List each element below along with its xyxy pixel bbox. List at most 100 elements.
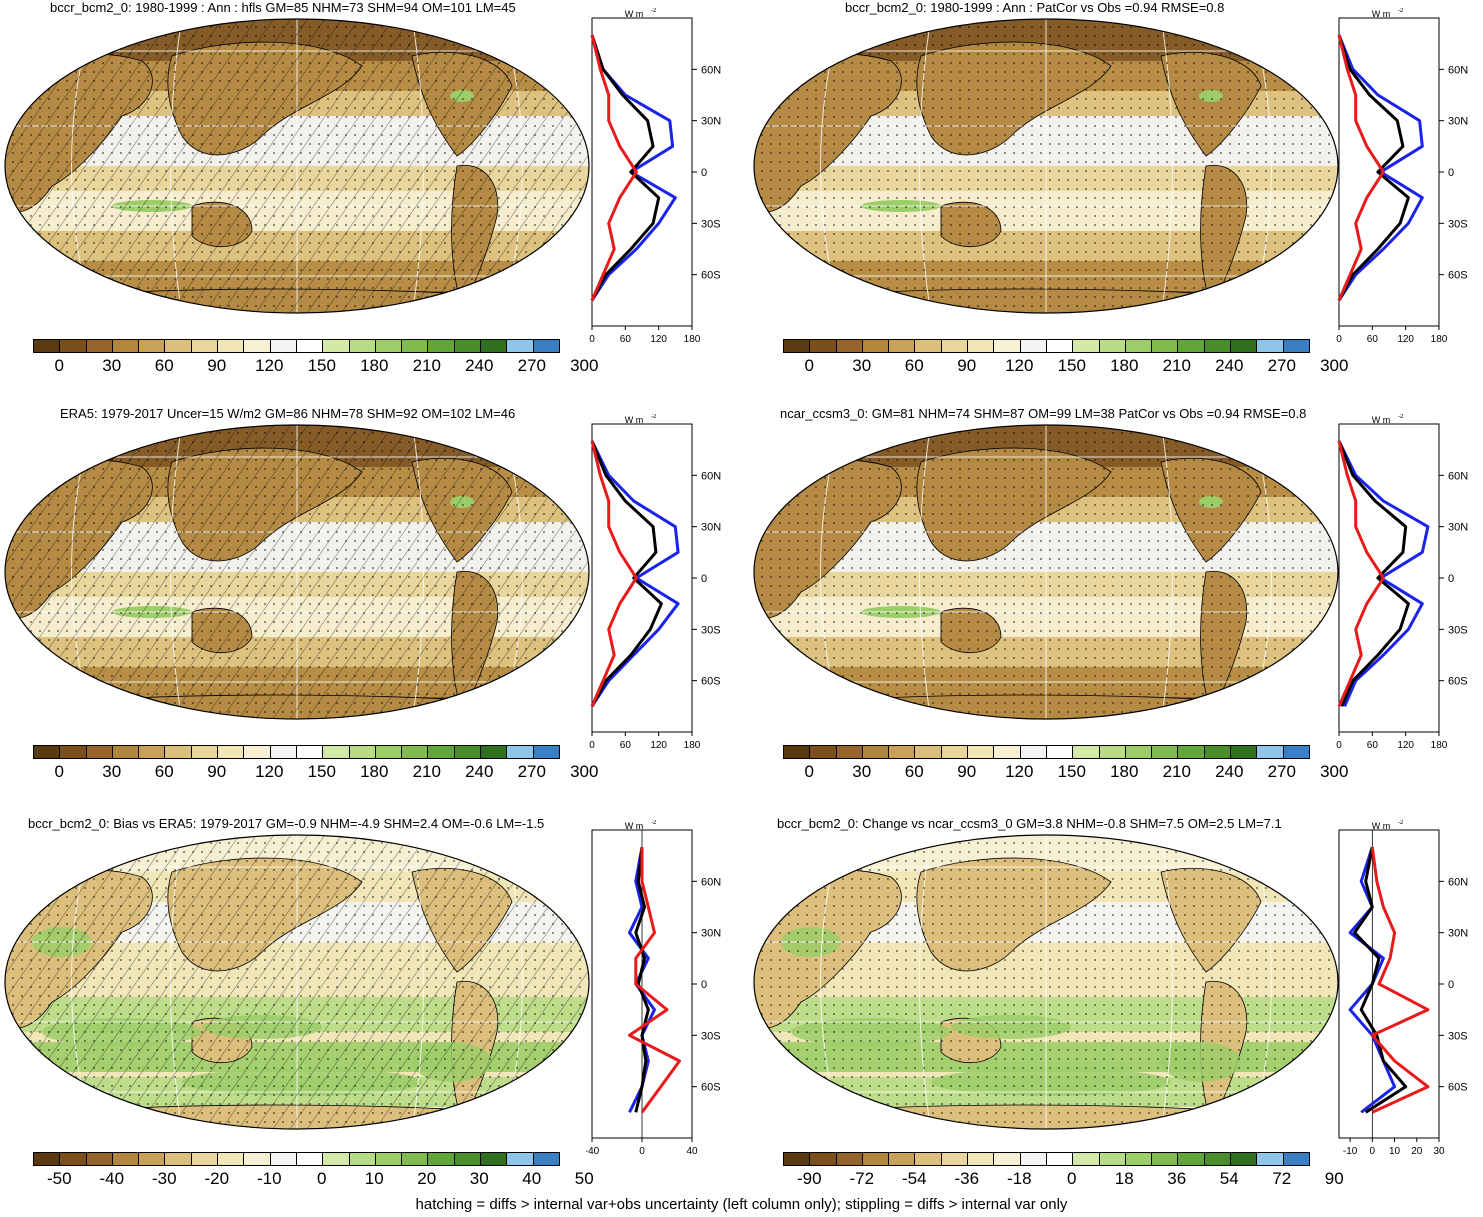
map-hfls-patcor (753, 18, 1339, 314)
colorbar-tick-label: 20 (417, 1169, 437, 1188)
colorbar-tick-label: 300 (570, 762, 599, 781)
profile-xtick-label: 180 (1431, 740, 1448, 751)
profile-ytick-label: 30S (1448, 218, 1468, 230)
colorbar-cell (165, 1153, 192, 1165)
colorbar-tick-label: 90 (957, 762, 977, 781)
profile-units: W m (625, 415, 644, 425)
profile-ytick-label: 0 (701, 979, 707, 991)
colorbar-cell (244, 746, 271, 758)
colorbar-cell (1178, 340, 1205, 352)
colorbar-cell (1204, 1153, 1232, 1165)
colorbar-tick-label: 60 (904, 762, 924, 781)
profile-units: W m (1372, 415, 1391, 425)
colorbar-cell (112, 1153, 140, 1165)
colorbar-cell (139, 340, 166, 352)
colorbar-cell (915, 1153, 942, 1165)
colorbar-tick-label: 150 (1057, 762, 1086, 781)
profile-line-blue (1337, 34, 1424, 302)
colorbar-cell (218, 1153, 245, 1165)
profile-ytick-label: 30S (1448, 1030, 1468, 1042)
colorbar-cell (60, 340, 87, 352)
map-hfls-ncar (753, 424, 1339, 720)
profile-xtick-label: -10 (1343, 1146, 1358, 1157)
colorbar-tick-label: -72 (849, 1169, 875, 1188)
colorbar-cell (810, 340, 837, 352)
colorbar-cell (941, 1153, 969, 1165)
colorbar-tick-label: -40 (99, 1169, 125, 1188)
map-border (4, 18, 590, 314)
colorbar-cell (86, 340, 113, 352)
colorbar-cell (836, 340, 863, 352)
profile-ytick-label: 30S (1448, 624, 1468, 636)
colorbar-cell (915, 340, 942, 352)
hatching-overlay (5, 835, 589, 1129)
colorbar-cell (810, 746, 837, 758)
colorbar-tick-label: 30 (852, 356, 872, 375)
colorbar-tick-label: 180 (1110, 356, 1139, 375)
colorbar-tick-label: -36 (954, 1169, 980, 1188)
colorbar-cell (481, 746, 508, 758)
colorbar-cell (1099, 1153, 1126, 1165)
colorbar-cell (218, 746, 245, 758)
colorbar-cell (1152, 1153, 1179, 1165)
colorbar-cell (994, 1153, 1021, 1165)
colorbar-tick-label: 0 (317, 1169, 327, 1188)
colorbar-tick-label: 240 (465, 356, 494, 375)
colorbar-cell (784, 340, 811, 352)
colorbar-cell (1125, 1153, 1153, 1165)
colorbar-cell (428, 746, 455, 758)
colorbar-tick-label: 30 (852, 762, 872, 781)
colorbar-cell (1257, 340, 1284, 352)
profile-xtick-label: 60 (1367, 334, 1379, 345)
profile-xtick-label: 180 (684, 740, 701, 751)
profile-ytick-label: 30S (701, 1030, 721, 1042)
footer-note: hatching = diffs > internal var+obs unce… (415, 1196, 1068, 1213)
colorbar-cell (323, 340, 350, 352)
colorbar-cell (349, 1153, 376, 1165)
colorbar-cell (1099, 340, 1126, 352)
hatching-overlay (5, 425, 589, 719)
colorbar-tick-label: 120 (255, 356, 284, 375)
colorbar (33, 1152, 560, 1166)
colorbar-tick-label: -10 (256, 1169, 282, 1188)
profile-ytick-label: 60S (701, 1082, 721, 1094)
colorbar-tick-label: -18 (1006, 1169, 1032, 1188)
colorbar-tick-label: 50 (574, 1169, 594, 1188)
colorbar-cell (889, 1153, 916, 1165)
colorbar-cell (1204, 340, 1232, 352)
profile-ytick-label: 0 (701, 167, 707, 179)
colorbar-tick-label: 30 (469, 1169, 489, 1188)
colorbar-cell (836, 1153, 863, 1165)
colorbar-cell (165, 746, 192, 758)
colorbar-cell (1231, 340, 1258, 352)
colorbar-tick-label: 0 (54, 762, 64, 781)
colorbar-cell (296, 340, 324, 352)
colorbar-cell (1257, 746, 1284, 758)
colorbar-ticks: -50 -40 -30 -20 -10 0 10 20 30 40 50 (33, 1169, 594, 1189)
colorbar-cell (1020, 746, 1047, 758)
colorbar-cell (60, 746, 87, 758)
colorbar-cell (375, 746, 403, 758)
colorbar-cell (915, 746, 942, 758)
profile-line-black (590, 440, 663, 708)
profile-ytick-label: 60N (701, 470, 721, 482)
colorbar-cell (402, 340, 429, 352)
profile-units: W m (625, 821, 644, 831)
colorbar-tick-label: 36 (1167, 1169, 1187, 1188)
zonal-profile: W m -2 60N 30N 0 30S 60S -40 0 40 (586, 820, 721, 1157)
profile-ytick-label: 60N (1448, 876, 1468, 888)
colorbar-cell (244, 340, 271, 352)
colorbar-tick-label: 300 (1320, 762, 1349, 781)
colorbar-ticks: 0 30 60 90 120 150 180 210 240 270 300 (33, 356, 599, 376)
colorbar-tick-label: 60 (154, 356, 174, 375)
profile-xtick-label: 120 (1397, 334, 1414, 345)
colorbar-cell (1125, 340, 1153, 352)
profile-xtick-label: 120 (650, 740, 667, 751)
colorbar-ticks: 0 30 60 90 120 150 180 210 240 270 300 (33, 762, 599, 782)
colorbar-cell (86, 746, 113, 758)
colorbar-cell (34, 746, 61, 758)
colorbar-cell (994, 746, 1021, 758)
colorbar-cell (968, 340, 995, 352)
colorbar-tick-label: 0 (54, 356, 64, 375)
colorbar-cell (191, 1153, 219, 1165)
